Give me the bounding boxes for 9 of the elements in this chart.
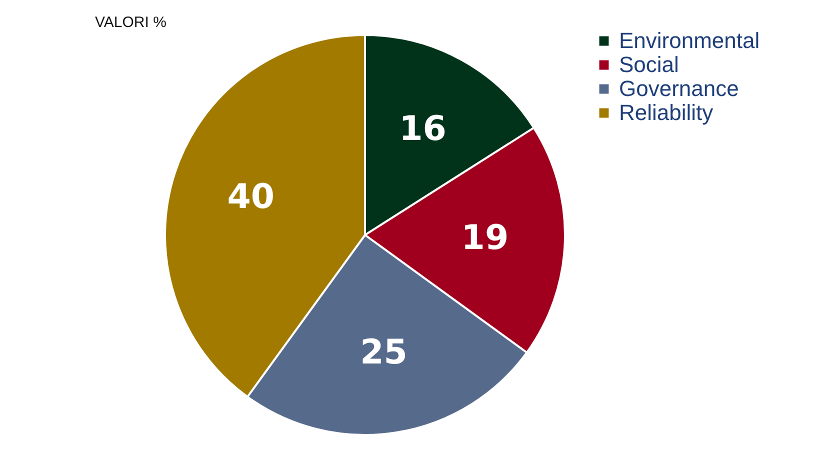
legend-label: Governance <box>619 76 739 101</box>
legend-label: Reliability <box>619 100 714 125</box>
legend-label: Social <box>619 52 679 77</box>
data-label: 19 <box>461 218 509 258</box>
data-label: 40 <box>227 176 275 217</box>
data-label: 25 <box>360 332 408 373</box>
chart-title: VALORI % <box>95 14 166 31</box>
legend-label: Environmental <box>619 28 760 53</box>
data-label: 16 <box>399 108 446 149</box>
